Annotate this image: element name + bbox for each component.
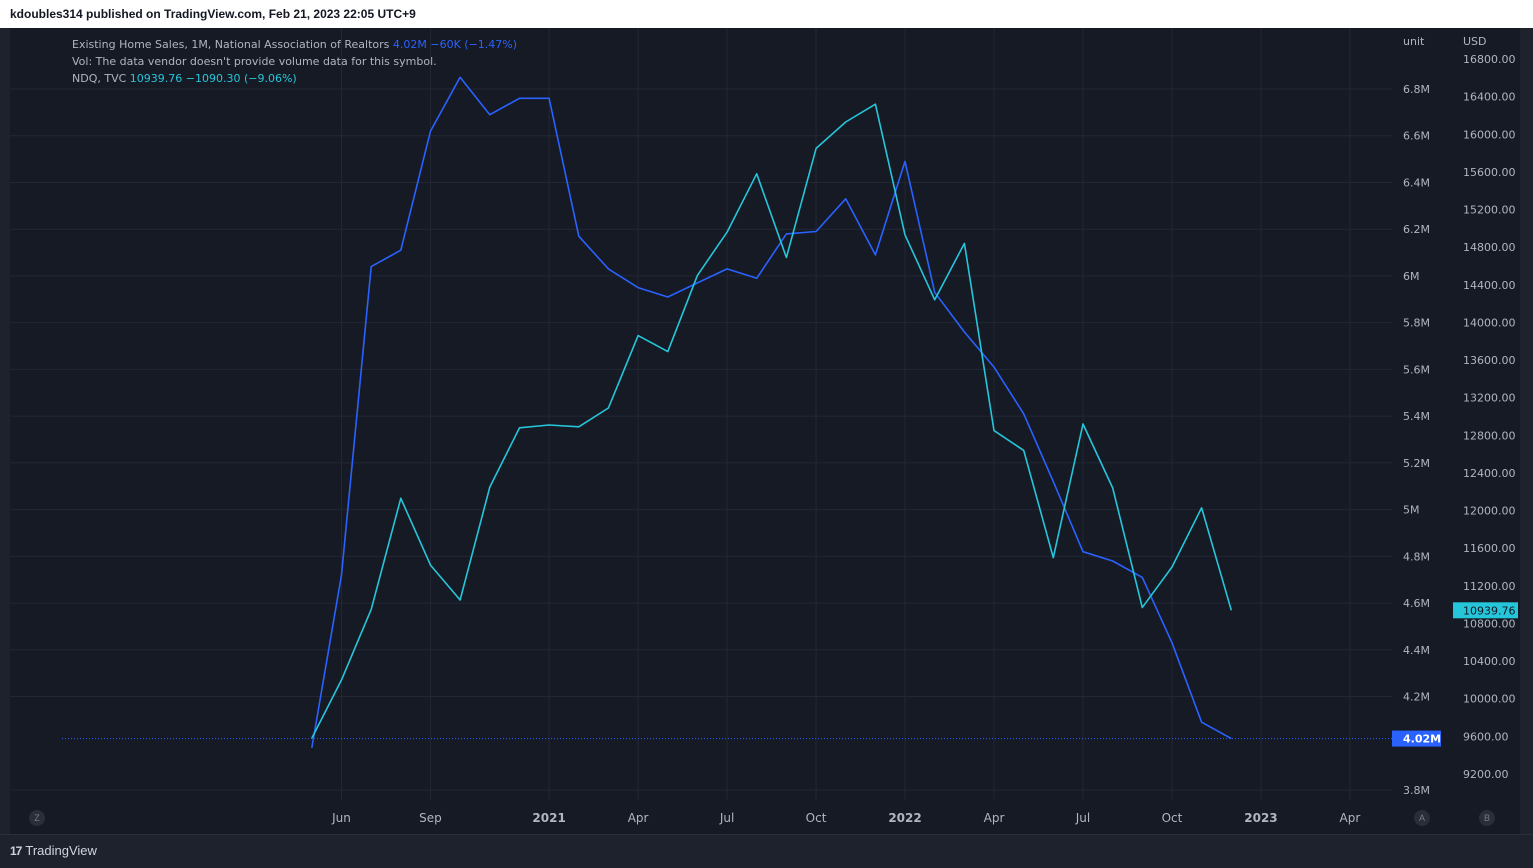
home-sales-last-badge: 4.02M bbox=[1403, 733, 1441, 746]
right-axis-tick: 14800.00 bbox=[1463, 241, 1516, 254]
right-axis-tick: 9200.00 bbox=[1463, 768, 1509, 781]
right-axis-tick: 10400.00 bbox=[1463, 655, 1516, 668]
footer-bar: 17 TradingView bbox=[0, 834, 1533, 868]
x-axis-tick: 2022 bbox=[888, 811, 921, 825]
left-axis-tick: 5.8M bbox=[1403, 317, 1430, 330]
right-axis-tick: 12000.00 bbox=[1463, 505, 1516, 518]
tradingview-logo-icon: 17 bbox=[10, 843, 22, 858]
legend-home-sales-change: −60K (−1.47%) bbox=[430, 38, 518, 51]
chart-legend: Existing Home Sales, 1M, National Associ… bbox=[72, 36, 517, 87]
right-axis-tick: 13600.00 bbox=[1463, 354, 1516, 367]
right-axis-tick: 16400.00 bbox=[1463, 91, 1516, 104]
left-axis-tick: 5M bbox=[1403, 504, 1420, 517]
x-axis-tick: Apr bbox=[984, 811, 1005, 825]
x-axis-tick: Oct bbox=[1162, 811, 1183, 825]
left-axis-tick: 4.6M bbox=[1403, 597, 1430, 610]
right-axis-tick: 13200.00 bbox=[1463, 392, 1516, 405]
right-axis-tick: 12800.00 bbox=[1463, 429, 1516, 442]
left-axis-tick: 6M bbox=[1403, 270, 1420, 283]
brand-name: TradingView bbox=[25, 843, 97, 858]
right-axis-tick: 15600.00 bbox=[1463, 166, 1516, 179]
right-axis-tick: 9600.00 bbox=[1463, 730, 1509, 743]
right-axis-tick: 15200.00 bbox=[1463, 204, 1516, 217]
x-axis-tick: Apr bbox=[1340, 811, 1361, 825]
left-axis-tick: 6.4M bbox=[1403, 176, 1430, 189]
legend-row-ndq[interactable]: NDQ, TVC 10939.76 −1090.30 (−9.06%) bbox=[72, 70, 517, 87]
chart-area[interactable] bbox=[10, 28, 1520, 834]
legend-home-sales-value: 4.02M bbox=[392, 38, 427, 51]
x-axis-tick: Sep bbox=[419, 811, 442, 825]
legend-ndq-value: 10939.76 bbox=[129, 72, 183, 85]
series-line-home-sales bbox=[311, 76, 1232, 749]
right-axis-tick: 14400.00 bbox=[1463, 279, 1516, 292]
series-line-ndq bbox=[311, 103, 1233, 739]
ndq-last-badge: 10939.76 bbox=[1463, 604, 1516, 617]
auto-scale-z-button[interactable]: Z bbox=[29, 810, 45, 826]
legend-row-home-sales[interactable]: Existing Home Sales, 1M, National Associ… bbox=[72, 36, 517, 53]
right-axis-tick: 11600.00 bbox=[1463, 542, 1516, 555]
right-axis-title: USD bbox=[1463, 35, 1487, 48]
left-axis-tick: 6.2M bbox=[1403, 223, 1430, 236]
right-axis-tick: 11200.00 bbox=[1463, 580, 1516, 593]
tradingview-brand[interactable]: 17 TradingView bbox=[10, 843, 97, 858]
x-axis-tick: Apr bbox=[628, 811, 649, 825]
right-axis-tick: 16000.00 bbox=[1463, 128, 1516, 141]
publish-header: kdoubles314 published on TradingView.com… bbox=[0, 0, 1533, 28]
x-axis-tick: Jul bbox=[1075, 811, 1090, 825]
x-axis-tick: Jul bbox=[719, 811, 734, 825]
right-axis-tick: 16800.00 bbox=[1463, 53, 1516, 66]
left-axis-title: unit bbox=[1403, 35, 1425, 48]
x-axis-tick: Jun bbox=[331, 811, 351, 825]
right-axis-tick: 10000.00 bbox=[1463, 693, 1516, 706]
legend-row-volume: Vol: The data vendor doesn't provide vol… bbox=[72, 53, 517, 70]
left-axis-tick: 6.8M bbox=[1403, 83, 1430, 96]
legend-home-sales-name: Existing Home Sales, 1M, National Associ… bbox=[72, 38, 390, 51]
legend-ndq-name: NDQ, TVC bbox=[72, 72, 127, 85]
right-axis-tick: 12400.00 bbox=[1463, 467, 1516, 480]
home-sales-badge-bg bbox=[1392, 730, 1441, 747]
ndq-badge-bg bbox=[1453, 602, 1518, 619]
left-axis-tick: 3.8M bbox=[1403, 784, 1430, 797]
right-axis-tick: 14000.00 bbox=[1463, 316, 1516, 329]
left-axis-tick: 4.8M bbox=[1403, 550, 1430, 563]
right-axis-tick: 10800.00 bbox=[1463, 617, 1516, 630]
left-axis-tick: 5.6M bbox=[1403, 363, 1430, 376]
left-axis-tick: 4.4M bbox=[1403, 644, 1430, 657]
x-axis-tick: 2021 bbox=[532, 811, 565, 825]
left-axis-tick: 5.4M bbox=[1403, 410, 1430, 423]
x-axis-tick: Oct bbox=[806, 811, 827, 825]
auto-scale-a-button[interactable]: A bbox=[1414, 810, 1430, 826]
publish-line: kdoubles314 published on TradingView.com… bbox=[10, 7, 416, 21]
legend-volume-text: Vol: The data vendor doesn't provide vol… bbox=[72, 55, 437, 68]
legend-ndq-change: −1090.30 (−9.06%) bbox=[185, 72, 297, 85]
auto-scale-b-button[interactable]: B bbox=[1479, 810, 1495, 826]
left-axis-tick: 4.2M bbox=[1403, 691, 1430, 704]
x-axis-tick: 2023 bbox=[1244, 811, 1277, 825]
left-axis-tick: 5.2M bbox=[1403, 457, 1430, 470]
left-axis-tick: 6.6M bbox=[1403, 130, 1430, 143]
